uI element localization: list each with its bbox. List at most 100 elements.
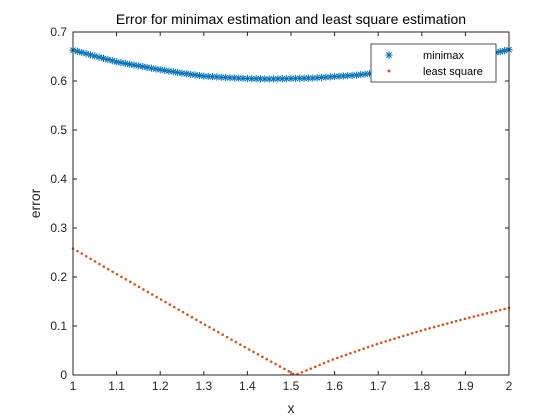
data-point-least-square — [278, 365, 282, 368]
data-point-least-square — [459, 318, 462, 322]
data-point-least-square — [379, 341, 383, 345]
data-point-least-square — [155, 295, 158, 299]
data-point-least-square — [287, 370, 291, 373]
data-point-least-square — [468, 316, 471, 319]
data-point-least-square — [454, 319, 458, 323]
data-point-least-square — [472, 315, 476, 318]
data-point-least-square — [133, 283, 136, 286]
data-point-least-square — [234, 340, 238, 344]
x-tick-label: 1.2 — [152, 379, 169, 393]
data-point-least-square — [362, 347, 365, 351]
x-axis-label: x — [288, 400, 295, 416]
data-point-least-square — [111, 270, 114, 274]
legend-marker-minimax — [385, 51, 393, 59]
data-point-minimax — [99, 54, 108, 62]
x-tick-label: 1.3 — [195, 379, 212, 393]
data-point-minimax — [91, 52, 99, 60]
data-point-least-square — [415, 330, 418, 334]
data-point-least-square — [115, 273, 119, 276]
data-point-least-square — [349, 352, 352, 355]
x-tick-label: 1.1 — [108, 379, 125, 393]
data-point-least-square — [494, 309, 498, 313]
data-point-least-square — [274, 362, 277, 366]
data-point-least-square — [159, 298, 163, 301]
data-point-least-square — [230, 338, 233, 341]
data-point-least-square — [208, 325, 211, 329]
data-point-least-square — [424, 328, 427, 331]
data-point-least-square — [177, 308, 180, 311]
y-axis: 0 0.1 0.2 0.3 0.4 0.5 0.6 0.7 — [50, 25, 509, 382]
data-point-least-square — [172, 305, 176, 309]
data-point-least-square — [261, 355, 264, 359]
data-point-least-square — [146, 290, 150, 294]
y-tick-label: 0.2 — [50, 270, 67, 284]
data-point-least-square — [168, 303, 172, 306]
data-point-least-square — [428, 326, 432, 330]
data-point-least-square — [265, 357, 269, 361]
y-tick-label: 0.6 — [50, 74, 67, 88]
data-point-least-square — [305, 369, 308, 372]
data-point-least-square — [128, 280, 132, 284]
x-tick-label: 1.9 — [457, 379, 474, 393]
data-point-least-square — [476, 314, 480, 317]
data-point-least-square — [432, 325, 436, 329]
legend-label: least square — [423, 66, 483, 78]
data-point-least-square — [89, 257, 92, 261]
legend: minimax least square — [370, 43, 497, 83]
y-axis-label: error — [27, 188, 43, 218]
data-point-least-square — [393, 337, 396, 340]
data-point-least-square — [344, 353, 348, 357]
series-least-square — [71, 247, 511, 376]
data-point-least-square — [309, 367, 313, 370]
data-point-least-square — [406, 333, 410, 336]
data-point-minimax — [317, 73, 326, 82]
data-point-least-square — [217, 330, 220, 334]
data-point-least-square — [384, 340, 387, 343]
data-point-least-square — [388, 338, 392, 342]
legend-marker-least-square — [387, 69, 391, 73]
data-point-least-square — [243, 345, 247, 349]
data-point-least-square — [252, 350, 255, 354]
data-point-minimax — [296, 74, 304, 82]
data-point-least-square — [221, 333, 225, 336]
data-point-least-square — [375, 342, 379, 346]
y-tick-label: 0.5 — [50, 123, 67, 137]
y-tick-label: 0 — [60, 368, 67, 382]
x-tick-label: 1.6 — [326, 379, 343, 393]
data-point-least-square — [419, 329, 423, 332]
data-point-least-square — [340, 355, 343, 358]
data-point-minimax — [230, 74, 238, 82]
data-point-least-square — [450, 321, 454, 324]
data-point-least-square — [76, 249, 79, 253]
data-point-least-square — [190, 315, 194, 319]
x-tick-label: 1.8 — [413, 379, 430, 393]
plot-area — [73, 32, 509, 375]
data-point-least-square — [98, 262, 101, 266]
data-point-least-square — [137, 285, 141, 289]
data-point-least-square — [463, 317, 467, 321]
x-tick-label: 1.4 — [239, 379, 256, 393]
data-point-least-square — [357, 348, 361, 352]
data-point-least-square — [446, 322, 449, 325]
data-point-least-square — [164, 300, 167, 304]
data-point-minimax — [73, 47, 81, 55]
data-point-minimax — [104, 55, 112, 64]
data-point-least-square — [142, 288, 145, 291]
data-point-least-square — [225, 335, 229, 339]
data-point-least-square — [124, 278, 128, 281]
x-tick-label: 1.7 — [370, 379, 387, 393]
data-point-least-square — [181, 310, 185, 314]
data-point-minimax — [95, 53, 103, 61]
data-point-least-square — [327, 360, 330, 363]
data-point-least-square — [269, 360, 273, 363]
data-point-least-square — [203, 323, 207, 327]
x-tick-label: 1 — [70, 379, 77, 393]
data-point-minimax — [82, 50, 90, 58]
data-point-least-square — [366, 345, 370, 349]
data-point-minimax — [501, 47, 509, 55]
chart-title: Error for minimax estimation and least s… — [116, 11, 466, 27]
data-point-least-square — [335, 356, 339, 360]
data-point-least-square — [199, 320, 203, 324]
data-point-least-square — [102, 265, 106, 268]
